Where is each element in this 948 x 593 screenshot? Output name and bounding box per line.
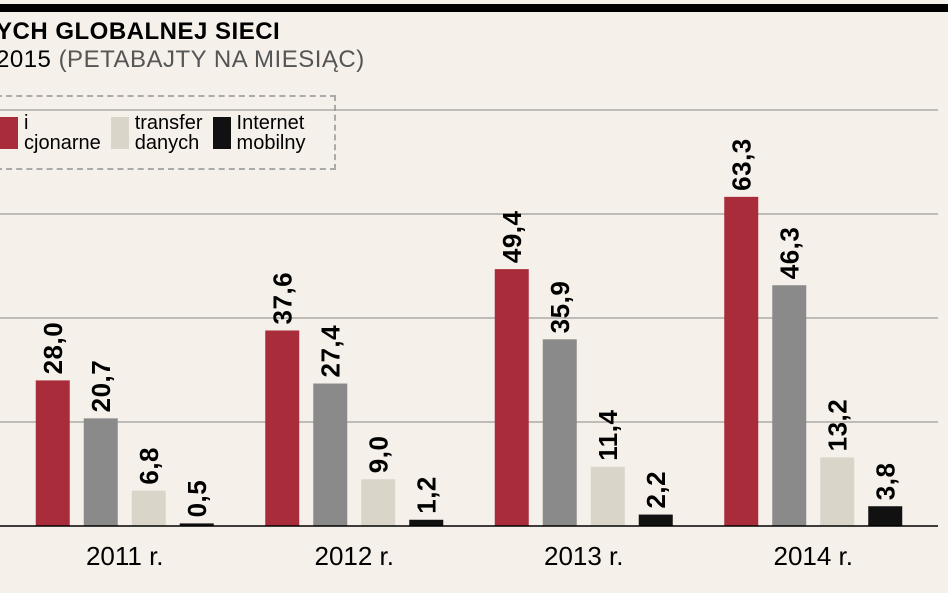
bar-label: 46,3 bbox=[774, 227, 804, 280]
bar-label: 1,2 bbox=[411, 476, 441, 514]
bar-series_a bbox=[495, 269, 529, 526]
top-rule bbox=[0, 4, 948, 12]
bar-label: 3,8 bbox=[870, 463, 900, 501]
x-axis-label: 2013 r. bbox=[544, 541, 624, 572]
bar-label: 28,0 bbox=[38, 322, 68, 375]
bar-label: 13,2 bbox=[822, 399, 852, 452]
title-year: 2015 bbox=[0, 46, 59, 73]
chart-title: YCH GLOBALNEJ SIECI 2015 (PETABAJTY NA M… bbox=[0, 18, 365, 73]
bar-series_b bbox=[543, 339, 577, 526]
x-axis: 2011 r. 2012 r. 2013 r. 2014 r. bbox=[0, 541, 938, 581]
bar-series_b bbox=[313, 384, 347, 526]
bar-label: 35,9 bbox=[545, 281, 575, 334]
bar-label: 49,4 bbox=[497, 210, 527, 263]
bar-series_c bbox=[591, 467, 625, 526]
bar-chart: 28,0 20,7 6,8 0,5 37,6 27,4 9,0 1,2 49,4 35,9 11,4… bbox=[0, 100, 938, 538]
bar-label: 11,4 bbox=[593, 410, 623, 461]
bar-series_c bbox=[132, 491, 166, 526]
bar-label: 27,4 bbox=[315, 325, 345, 378]
bar-series_c bbox=[361, 479, 395, 526]
bar-label: 0,5 bbox=[182, 480, 212, 518]
bar-label: 37,6 bbox=[267, 272, 297, 325]
bar-series_d bbox=[409, 520, 443, 526]
bar-label: 9,0 bbox=[363, 436, 393, 474]
bar-label: 20,7 bbox=[86, 360, 116, 413]
bar-series_a bbox=[724, 197, 758, 526]
x-axis-label: 2012 r. bbox=[314, 541, 394, 572]
bar-series_b bbox=[772, 285, 806, 526]
bar-label: 63,3 bbox=[726, 138, 756, 191]
bar-label: 2,2 bbox=[641, 471, 671, 509]
bar-series_a bbox=[36, 380, 70, 526]
x-axis-label: 2011 r. bbox=[86, 541, 164, 572]
title-unit: (PETABAJTY NA MIESIĄC) bbox=[59, 46, 365, 73]
title-line-2: 2015 (PETABAJTY NA MIESIĄC) bbox=[0, 46, 365, 74]
bar-series_d bbox=[639, 515, 673, 526]
x-axis-label: 2014 r. bbox=[773, 541, 853, 572]
bar-label: 6,8 bbox=[134, 447, 164, 485]
chart-frame: YCH GLOBALNEJ SIECI 2015 (PETABAJTY NA M… bbox=[0, 0, 948, 593]
bar-series_b bbox=[84, 418, 118, 526]
bar-series_c bbox=[820, 457, 854, 526]
title-line-1: YCH GLOBALNEJ SIECI bbox=[0, 18, 365, 46]
bar-series_a bbox=[265, 330, 299, 526]
bar-series_d bbox=[868, 506, 902, 526]
